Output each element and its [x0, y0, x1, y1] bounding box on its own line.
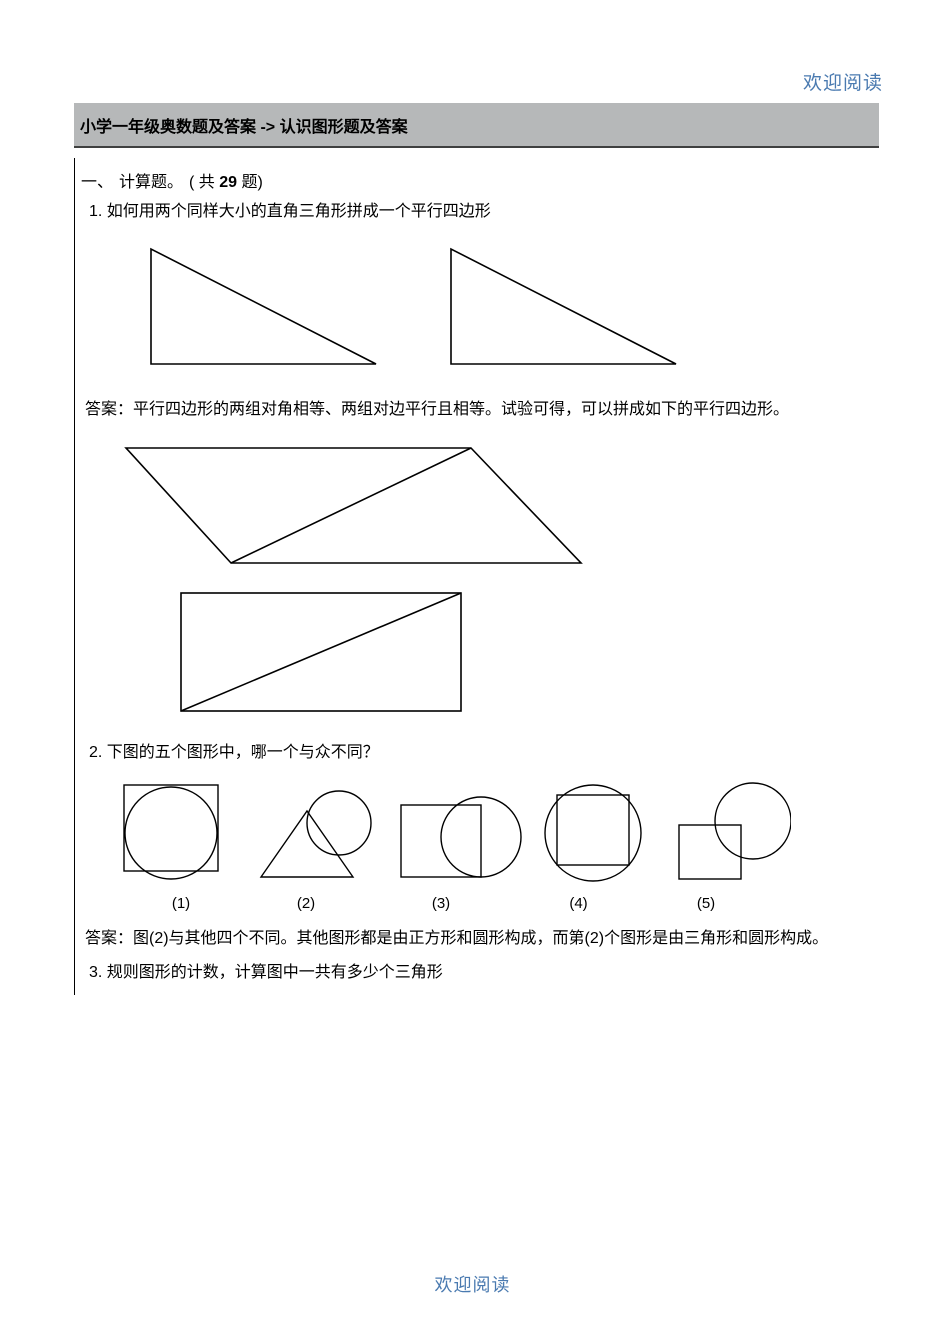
two-right-triangles-svg — [121, 234, 681, 379]
q3-line: 3. 规则图形的计数，计算图中一共有多少个三角形 — [89, 961, 879, 985]
count-prefix: ( 共 — [189, 174, 219, 191]
title-bar: 小学一年级奥数题及答案 -> 认识图形题及答案 — [74, 103, 879, 148]
content-area: 一、 计算题。 ( 共 29 题) 1. 如何用两个同样大小的直角三角形拼成一个… — [74, 158, 879, 995]
q2-line: 2. 下图的五个图形中，哪一个与众不同？ — [89, 741, 879, 765]
q2-text: 下图的五个图形中，哪一个与众不同？ — [107, 744, 379, 761]
q1-answer: 答案：平行四边形的两组对角相等、两组对边平行且相等。试验可得，可以拼成如下的平行… — [85, 397, 879, 423]
header-watermark: 欢迎阅读 — [803, 68, 883, 95]
section-count: ( 共 29 题) — [189, 168, 263, 192]
q3-number: 3. — [89, 964, 102, 981]
q2-label-2: (2) — [241, 895, 371, 912]
count-suffix: 题) — [237, 174, 263, 191]
breadcrumb-part2: 认识图形题及答案 — [280, 119, 408, 136]
q2-answer: 答案：图(2)与其他四个不同。其他图形都是由正方形和圆形构成，而第(2)个图形是… — [85, 926, 879, 952]
five-shapes-svg — [111, 775, 791, 895]
count-number: 29 — [219, 174, 237, 191]
q2-number: 2. — [89, 744, 102, 761]
q2-labels-row: (1) (2) (3) (4) (5) — [111, 895, 879, 912]
breadcrumb-part1: 小学一年级奥数题及答案 — [80, 119, 256, 136]
section-heading: 一、 计算题。 ( 共 29 题) — [81, 168, 879, 192]
q1-answer-figures — [121, 433, 879, 723]
q2-label-1: (1) — [121, 895, 241, 912]
q2-label-5: (5) — [646, 895, 766, 912]
q2-figures: (1) (2) (3) (4) (5) — [111, 775, 879, 912]
page: 欢迎阅读 小学一年级奥数题及答案 -> 认识图形题及答案 一、 计算题。 ( 共… — [0, 0, 945, 1337]
q1-figure-triangles — [121, 234, 879, 379]
q2-label-3: (3) — [371, 895, 511, 912]
parallelograms-svg — [121, 433, 641, 723]
q1-line: 1. 如何用两个同样大小的直角三角形拼成一个平行四边形 — [89, 200, 879, 224]
footer-watermark: 欢迎阅读 — [0, 1271, 945, 1297]
breadcrumb: 小学一年级奥数题及答案 -> 认识图形题及答案 — [80, 113, 408, 137]
q1-number: 1. — [89, 203, 102, 220]
q1-text: 如何用两个同样大小的直角三角形拼成一个平行四边形 — [107, 203, 491, 220]
q2-label-4: (4) — [511, 895, 646, 912]
section-number: 一、 — [81, 168, 113, 192]
q3-text: 规则图形的计数，计算图中一共有多少个三角形 — [107, 964, 443, 981]
breadcrumb-arrow: -> — [260, 119, 275, 136]
section-name: 计算题。 — [119, 168, 183, 192]
